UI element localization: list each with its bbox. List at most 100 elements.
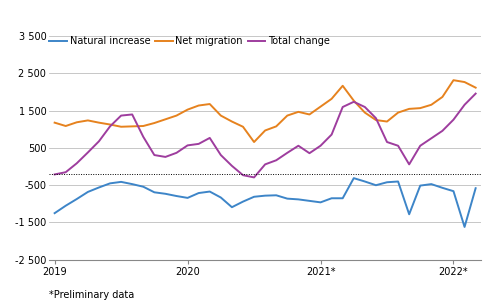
Net migration	[395, 111, 401, 114]
Total change	[318, 144, 324, 148]
Natural increase	[107, 182, 113, 185]
Total change	[373, 116, 379, 120]
Total change	[74, 162, 80, 165]
Natural increase	[439, 186, 445, 190]
Total change	[151, 153, 157, 157]
Total change	[284, 151, 290, 155]
Net migration	[196, 104, 202, 107]
Line: Natural increase: Natural increase	[55, 178, 476, 227]
Net migration	[362, 111, 368, 114]
Net migration	[140, 124, 146, 128]
Natural increase	[273, 194, 279, 197]
Natural increase	[140, 185, 146, 188]
Net migration	[384, 120, 390, 123]
Natural increase	[284, 197, 290, 201]
Natural increase	[451, 189, 457, 193]
Net migration	[96, 121, 102, 124]
Total change	[85, 151, 91, 154]
Net migration	[173, 114, 179, 117]
Total change	[417, 144, 423, 148]
Total change	[173, 151, 179, 155]
Total change	[428, 137, 434, 140]
Net migration	[284, 114, 290, 117]
Total change	[207, 136, 213, 140]
Natural increase	[240, 200, 246, 204]
Net migration	[328, 97, 334, 101]
Net migration	[218, 114, 224, 117]
Natural increase	[262, 194, 268, 198]
Net migration	[185, 108, 191, 111]
Net migration	[129, 124, 135, 128]
Natural increase	[74, 197, 80, 201]
Natural increase	[296, 198, 301, 201]
Net migration	[63, 124, 69, 128]
Net migration	[163, 117, 168, 121]
Net migration	[207, 102, 213, 106]
Total change	[140, 135, 146, 139]
Natural increase	[328, 197, 334, 200]
Net migration	[118, 125, 124, 129]
Total change	[129, 113, 135, 116]
Natural increase	[251, 195, 257, 199]
Natural increase	[473, 186, 479, 190]
Net migration	[417, 106, 423, 110]
Natural increase	[118, 180, 124, 184]
Net migration	[296, 110, 301, 114]
Net migration	[428, 103, 434, 107]
Natural increase	[462, 225, 467, 229]
Total change	[240, 173, 246, 177]
Natural increase	[173, 194, 179, 198]
Natural increase	[340, 197, 346, 200]
Natural increase	[185, 196, 191, 200]
Total change	[262, 162, 268, 166]
Total change	[473, 92, 479, 95]
Natural increase	[151, 191, 157, 194]
Text: *Preliminary data: *Preliminary data	[49, 290, 135, 300]
Natural increase	[129, 182, 135, 186]
Natural increase	[163, 192, 168, 196]
Natural increase	[417, 184, 423, 188]
Net migration	[473, 86, 479, 89]
Total change	[96, 140, 102, 143]
Natural increase	[85, 190, 91, 194]
Natural increase	[96, 186, 102, 189]
Natural increase	[318, 201, 324, 204]
Natural increase	[207, 190, 213, 193]
Natural increase	[351, 176, 357, 180]
Total change	[251, 175, 257, 179]
Net migration	[262, 129, 268, 132]
Natural increase	[63, 204, 69, 207]
Total change	[340, 105, 346, 109]
Total change	[229, 164, 235, 168]
Natural increase	[229, 205, 235, 209]
Net migration	[406, 107, 412, 111]
Total change	[163, 155, 168, 159]
Total change	[351, 100, 357, 104]
Natural increase	[218, 196, 224, 199]
Total change	[273, 159, 279, 162]
Natural increase	[362, 180, 368, 183]
Net migration	[107, 123, 113, 126]
Net migration	[74, 120, 80, 124]
Total change	[52, 173, 57, 176]
Net migration	[85, 119, 91, 122]
Total change	[218, 153, 224, 157]
Natural increase	[406, 213, 412, 216]
Legend: Natural increase, Net migration, Total change: Natural increase, Net migration, Total c…	[49, 36, 330, 46]
Total change	[462, 103, 467, 107]
Net migration	[439, 95, 445, 99]
Net migration	[373, 118, 379, 122]
Total change	[196, 142, 202, 146]
Natural increase	[306, 199, 312, 203]
Natural increase	[395, 180, 401, 183]
Total change	[406, 162, 412, 166]
Natural increase	[428, 182, 434, 186]
Net migration	[462, 80, 467, 84]
Net migration	[229, 120, 235, 123]
Total change	[185, 143, 191, 147]
Total change	[296, 144, 301, 148]
Total change	[384, 140, 390, 144]
Line: Total change: Total change	[55, 94, 476, 177]
Net migration	[151, 121, 157, 125]
Net migration	[52, 121, 57, 124]
